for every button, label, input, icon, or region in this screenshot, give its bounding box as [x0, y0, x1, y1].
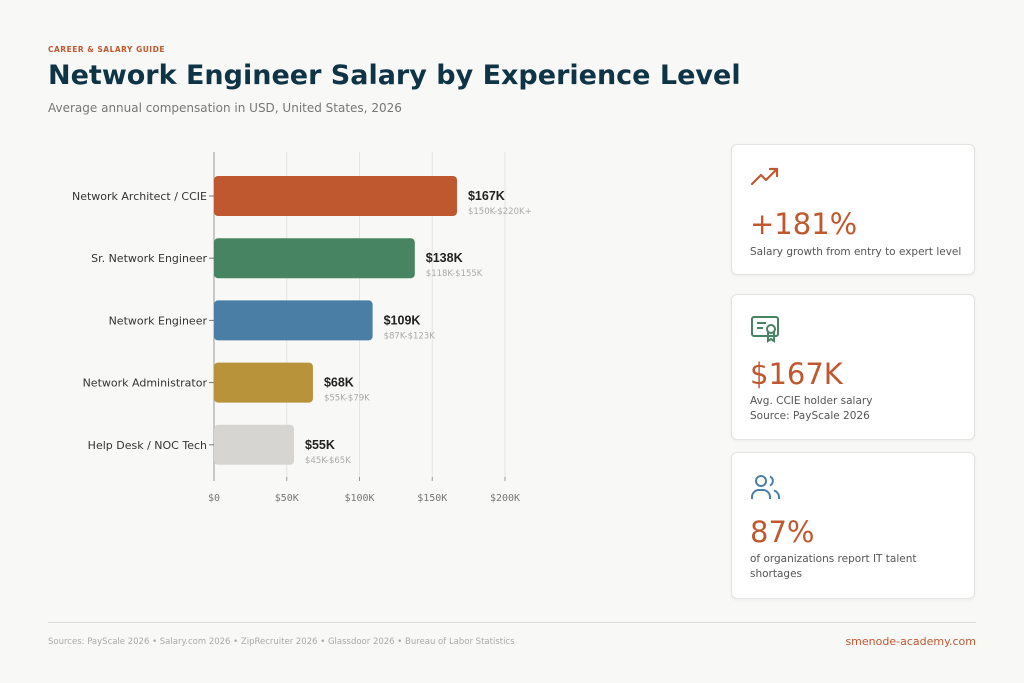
value-label: $138K — [426, 251, 463, 265]
stat-card-ccie: $167K Avg. CCIE holder salary Source: Pa… — [731, 294, 975, 440]
x-tick-label: $50K — [275, 493, 299, 504]
stat-desc: of organizations report IT talent shorta… — [750, 553, 917, 580]
category-label: Sr. Network Engineer — [91, 252, 207, 265]
page-title: Network Engineer Salary by Experience Le… — [48, 60, 741, 91]
footer-divider — [48, 622, 976, 623]
stat-source: Source: PayScale 2026 — [750, 410, 870, 422]
site-link[interactable]: smenode-academy.com — [845, 635, 976, 648]
category-label: Network Engineer — [109, 314, 208, 327]
bar — [214, 424, 295, 465]
value-label: $109K — [384, 313, 421, 327]
category-label: Network Architect / CCIE — [72, 190, 207, 203]
x-tick-label: $0 — [208, 493, 220, 504]
stat-desc: Avg. CCIE holder salary — [750, 395, 873, 407]
eyebrow: CAREER & SALARY GUIDE — [48, 45, 165, 54]
value-label: $68K — [324, 376, 354, 390]
x-tick-label: $150K — [417, 493, 447, 504]
range-label: $118K-$155K — [426, 269, 483, 279]
category-label: Network Administrator — [83, 377, 208, 390]
sources: Sources: PayScale 2026 • Salary.com 2026… — [48, 637, 515, 647]
stat-card-growth: +181% Salary growth from entry to expert… — [731, 144, 975, 275]
x-tick-label: $100K — [344, 493, 374, 504]
page-subtitle: Average annual compensation in USD, Unit… — [48, 101, 402, 115]
stat-value: $167K — [750, 357, 843, 391]
salary-bar-chart: $0 $50K $100K $150K $200K Network Architect /… — [72, 152, 532, 504]
users-icon — [751, 475, 780, 499]
range-label: $87K-$123K — [384, 331, 436, 341]
certificate-icon — [751, 316, 779, 343]
stat-value: +181% — [750, 207, 858, 241]
range-label: $150K-$220K+ — [468, 207, 532, 217]
value-label: $55K — [305, 438, 335, 452]
value-label: $167K — [468, 189, 505, 203]
range-label: $55K-$79K — [324, 394, 370, 404]
stat-card-talent: 87% of organizations report IT talent sh… — [731, 452, 975, 599]
trending-up-icon — [750, 167, 779, 186]
bar — [214, 300, 373, 341]
stat-desc: Salary growth from entry to expert level — [750, 246, 962, 258]
category-label: Help Desk / NOC Tech — [88, 439, 207, 452]
x-tick-label: $200K — [490, 493, 520, 504]
bar — [214, 176, 457, 216]
bar — [214, 362, 313, 403]
stat-value: 87% — [750, 515, 815, 549]
bar — [214, 238, 415, 279]
range-label: $45K-$65K — [305, 456, 351, 466]
